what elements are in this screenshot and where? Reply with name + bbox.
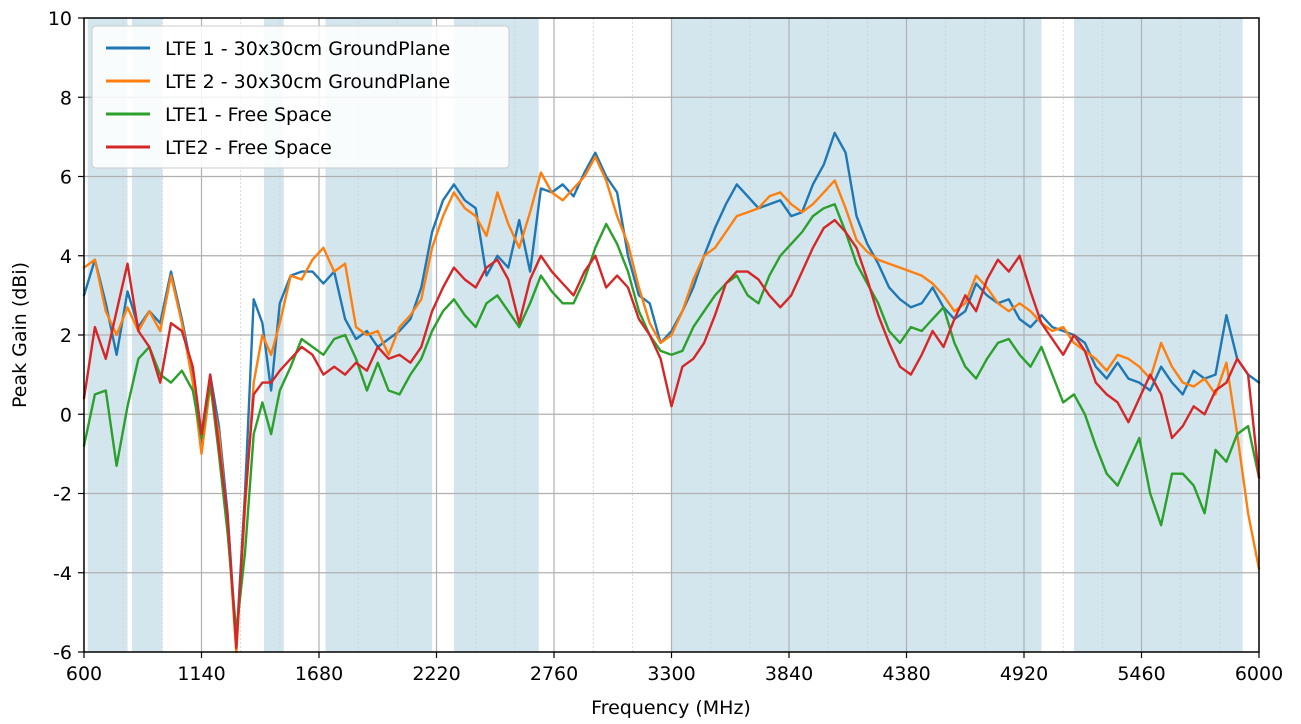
x-tick-label: 3840: [765, 663, 813, 685]
legend-box: [91, 25, 510, 169]
y-tick-label: 4: [60, 246, 72, 268]
x-tick-label: 1140: [177, 663, 225, 685]
series-line-2: [82, 155, 1261, 654]
y-tick-label: -2: [53, 484, 72, 506]
y-tick-label: 2: [60, 325, 72, 347]
x-tick-label: 2760: [530, 663, 578, 685]
y-tick-label: 6: [60, 167, 72, 189]
y-axis-label: Peak Gain (dBi): [9, 262, 31, 408]
legend-label: LTE 2 - 30x30cm GroundPlane: [165, 71, 450, 93]
x-tick-label: 6000: [1235, 663, 1283, 685]
x-tick-label: 600: [66, 663, 102, 685]
y-tick-label: 0: [60, 404, 72, 426]
y-tick-label: -4: [53, 563, 72, 585]
x-axis-ticks: 600 1140 1680 2220 2760 3300 3840 4380 4920 5460 6…: [66, 652, 1283, 685]
x-tick-label: 5460: [1117, 663, 1165, 685]
series-line-4: [82, 218, 1261, 650]
x-tick-label: 3300: [647, 663, 695, 685]
legend: LTE 1 - 30x30cm GroundPlane LTE 2 - 30x30…: [91, 25, 510, 169]
x-tick-label: 4380: [882, 663, 930, 685]
y-axis-ticks: 10 8 6 4 2 0 -2 -4 -6: [48, 8, 84, 664]
series-lines: [82, 131, 1261, 654]
y-tick-label: 8: [60, 87, 72, 109]
series-line-3: [82, 202, 1261, 634]
x-axis-label: Frequency (MHz): [591, 697, 751, 719]
legend-label: LTE1 - Free Space: [165, 104, 332, 126]
legend-label: LTE 1 - 30x30cm GroundPlane: [165, 38, 450, 60]
x-tick-label: 2220: [412, 663, 460, 685]
y-tick-label: -6: [53, 642, 72, 664]
legend-label: LTE2 - Free Space: [165, 137, 332, 159]
x-tick-label: 1680: [295, 663, 343, 685]
x-tick-label: 4920: [1000, 663, 1048, 685]
y-tick-label: 10: [48, 8, 72, 30]
